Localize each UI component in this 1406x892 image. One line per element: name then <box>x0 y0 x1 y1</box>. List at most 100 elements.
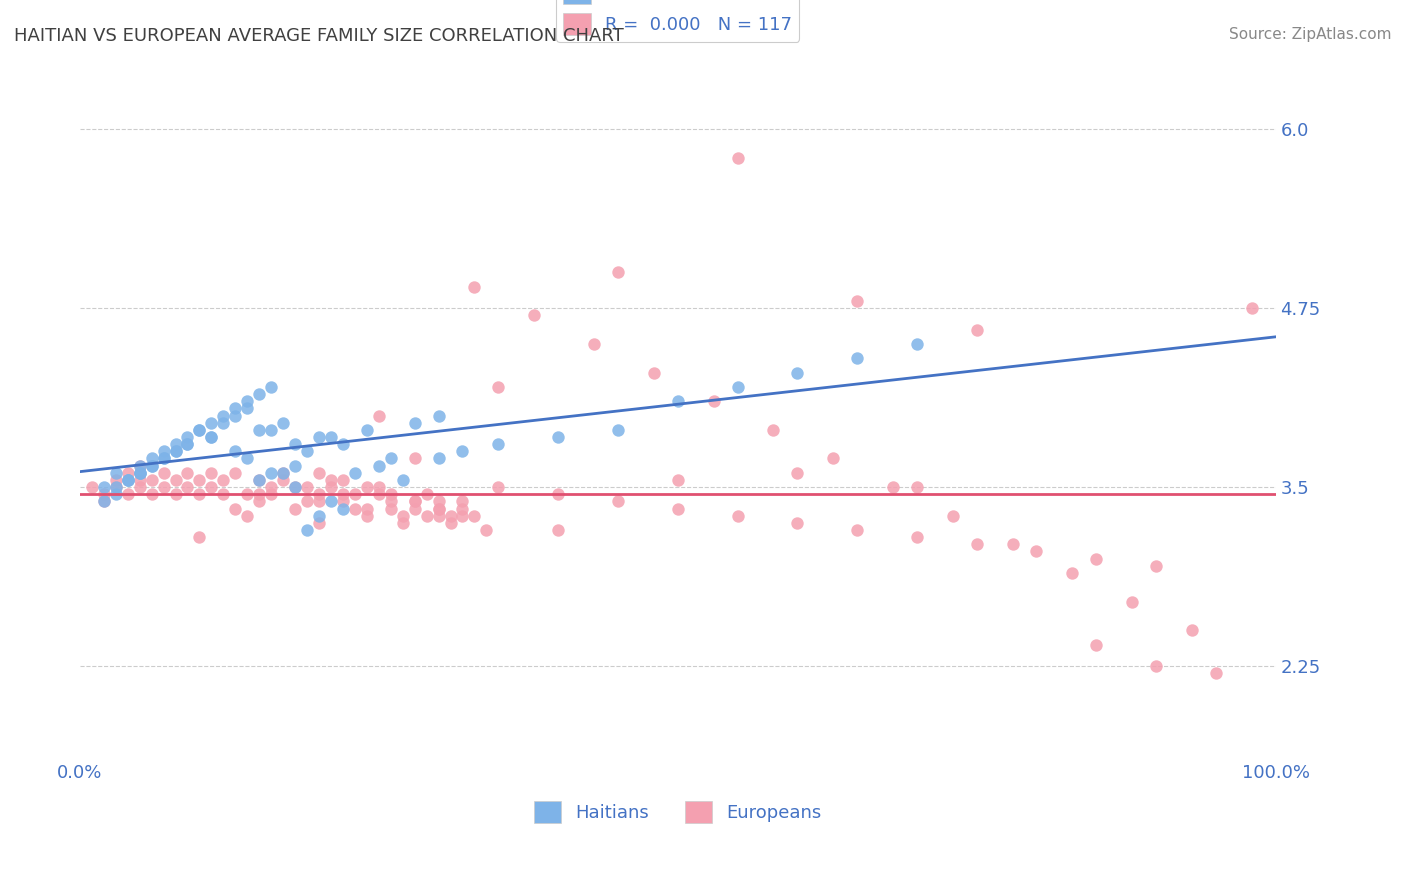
Point <box>212 473 235 487</box>
Point <box>188 473 211 487</box>
Point <box>188 487 211 501</box>
Point <box>212 487 235 501</box>
Point <box>200 480 222 494</box>
Point <box>247 387 270 401</box>
Point <box>117 466 139 480</box>
Point <box>200 466 222 480</box>
Point <box>966 537 988 551</box>
Point <box>308 466 330 480</box>
Point <box>367 409 389 423</box>
Point <box>176 437 198 451</box>
Point <box>451 444 474 458</box>
Point <box>224 444 246 458</box>
Point <box>200 430 222 444</box>
Point <box>1205 666 1227 681</box>
Point <box>547 523 569 537</box>
Point <box>846 351 869 366</box>
Point <box>152 451 174 466</box>
Point <box>486 480 509 494</box>
Point <box>367 458 389 473</box>
Point <box>260 380 283 394</box>
Point <box>451 494 474 508</box>
Point <box>332 494 354 508</box>
Point <box>367 480 389 494</box>
Point <box>165 487 187 501</box>
Point <box>380 487 402 501</box>
Point <box>786 466 808 480</box>
Point <box>547 487 569 501</box>
Point <box>176 437 198 451</box>
Point <box>1240 301 1263 316</box>
Point <box>236 401 259 416</box>
Point <box>905 337 928 351</box>
Point <box>247 494 270 508</box>
Point <box>786 366 808 380</box>
Legend: Haitians, Europeans: Haitians, Europeans <box>526 794 830 830</box>
Point <box>332 437 354 451</box>
Point <box>128 480 150 494</box>
Point <box>1062 566 1084 580</box>
Point <box>271 473 294 487</box>
Point <box>523 309 546 323</box>
Point <box>582 337 605 351</box>
Point <box>427 409 450 423</box>
Point <box>319 473 342 487</box>
Point <box>236 394 259 409</box>
Point <box>727 380 749 394</box>
Point <box>547 430 569 444</box>
Point <box>284 480 307 494</box>
Point <box>176 480 198 494</box>
Point <box>200 416 222 430</box>
Point <box>152 466 174 480</box>
Point <box>200 430 222 444</box>
Point <box>1085 551 1108 566</box>
Point <box>427 501 450 516</box>
Point <box>1001 537 1024 551</box>
Point <box>141 487 163 501</box>
Point <box>404 494 426 508</box>
Point <box>152 451 174 466</box>
Point <box>427 508 450 523</box>
Point <box>1085 638 1108 652</box>
Point <box>319 430 342 444</box>
Point <box>141 473 163 487</box>
Point <box>224 409 246 423</box>
Point <box>463 279 485 293</box>
Point <box>404 501 426 516</box>
Point <box>1181 624 1204 638</box>
Point <box>404 451 426 466</box>
Point <box>415 508 437 523</box>
Point <box>284 501 307 516</box>
Point <box>1025 544 1047 558</box>
Point <box>93 494 115 508</box>
Point <box>104 487 127 501</box>
Point <box>463 508 485 523</box>
Point <box>486 380 509 394</box>
Point <box>308 494 330 508</box>
Point <box>141 451 163 466</box>
Point <box>165 473 187 487</box>
Point <box>380 494 402 508</box>
Point <box>176 430 198 444</box>
Point <box>247 473 270 487</box>
Point <box>356 501 378 516</box>
Point <box>308 508 330 523</box>
Point <box>212 409 235 423</box>
Point <box>727 151 749 165</box>
Point <box>966 323 988 337</box>
Point <box>666 473 689 487</box>
Point <box>104 473 127 487</box>
Point <box>427 501 450 516</box>
Point <box>905 480 928 494</box>
Point <box>236 487 259 501</box>
Point <box>284 437 307 451</box>
Point <box>93 487 115 501</box>
Point <box>332 487 354 501</box>
Point <box>356 423 378 437</box>
Point <box>427 494 450 508</box>
Point <box>165 444 187 458</box>
Point <box>451 501 474 516</box>
Point <box>188 423 211 437</box>
Point <box>117 487 139 501</box>
Point <box>451 508 474 523</box>
